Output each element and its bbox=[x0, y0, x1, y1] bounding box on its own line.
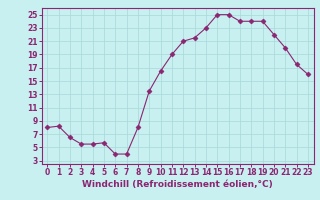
X-axis label: Windchill (Refroidissement éolien,°C): Windchill (Refroidissement éolien,°C) bbox=[82, 180, 273, 189]
